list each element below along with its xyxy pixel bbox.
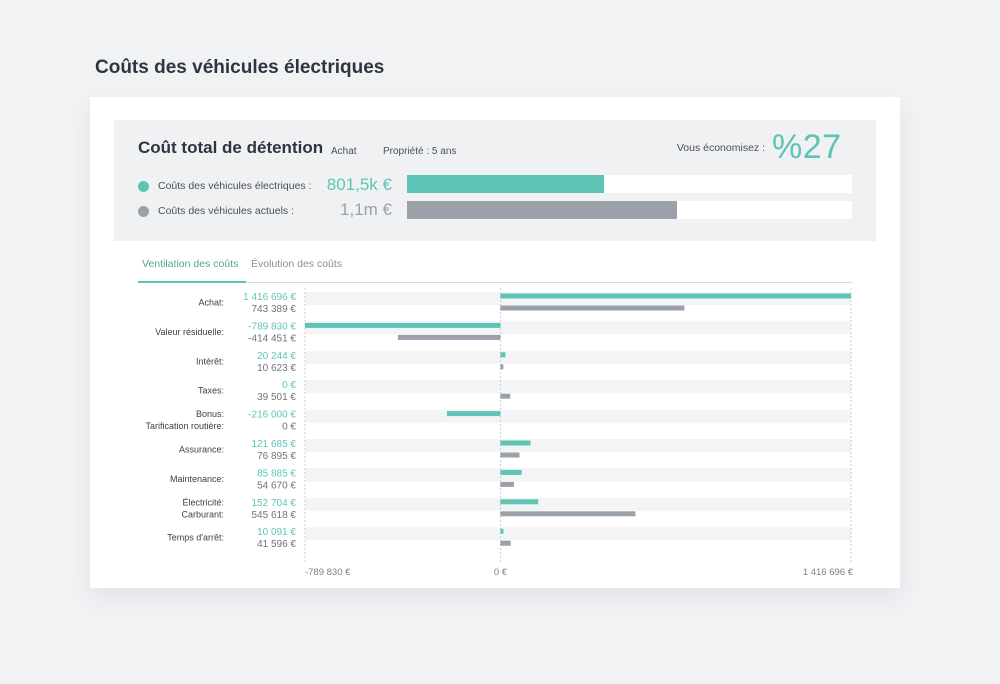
ownership-tag: Propriété : 5 ans <box>383 146 457 157</box>
tab-cost-evolution[interactable]: Évolution des coûts <box>251 258 343 270</box>
ev-cost-track <box>407 175 852 193</box>
tab-cost-breakdown[interactable]: Ventilation des coûts <box>142 258 239 270</box>
active-tab-underline <box>138 281 246 283</box>
current-cost-value: 1,1m € <box>340 200 392 219</box>
page-title: Coûts des véhicules électriques <box>95 57 385 78</box>
current-cost-row: Coûts des véhicules actuels : 1,1m € <box>138 200 392 221</box>
current-cost-bar <box>407 201 678 219</box>
savings-value: %27 <box>772 128 842 166</box>
current-cost-label: Coûts des véhicules actuels : <box>158 205 294 217</box>
summary-title: Coût total de détention <box>138 138 324 157</box>
savings-label: Vous économisez : <box>676 142 765 154</box>
current-legend-dot <box>138 206 149 217</box>
ev-cost-value: 801,5k € <box>326 175 392 194</box>
current-cost-track <box>407 201 852 219</box>
ev-cost-label: Coûts des véhicules électriques : <box>158 180 312 192</box>
view-tabs: Ventilation des coûts Évolution des coût… <box>138 254 852 283</box>
purchase-tag: Achat <box>331 146 357 157</box>
ev-legend-dot <box>138 181 149 192</box>
ev-cost-row: Coûts des véhicules électriques : 801,5k… <box>138 175 392 196</box>
ev-cost-bar <box>407 175 604 193</box>
